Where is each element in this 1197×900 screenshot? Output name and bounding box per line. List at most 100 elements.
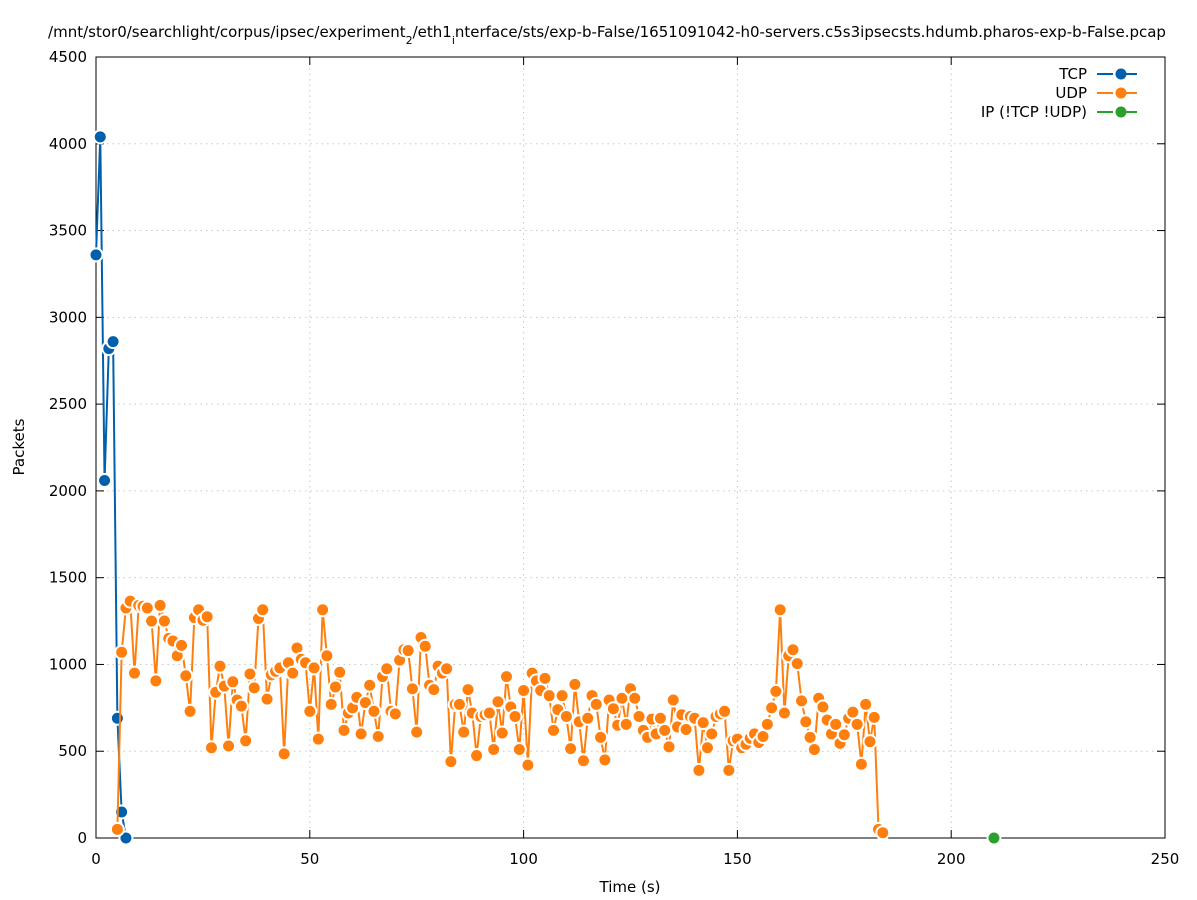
udp-point <box>875 825 891 841</box>
udp-point <box>858 696 874 712</box>
udp-point <box>678 722 694 738</box>
udp-point <box>537 670 553 686</box>
udp-point <box>695 715 711 731</box>
tcp-point <box>109 710 125 726</box>
udp-point <box>567 676 583 692</box>
udp-point <box>246 680 262 696</box>
udp-point <box>605 701 621 717</box>
tcp-point <box>92 129 108 145</box>
udp-point <box>558 709 574 725</box>
udp-point <box>225 674 241 690</box>
udp-point <box>721 762 737 778</box>
tcp-point <box>105 334 121 350</box>
udp-point <box>156 613 172 629</box>
udp-point <box>212 658 228 674</box>
udp-point <box>862 734 878 750</box>
y-tick-label: 2000 <box>49 482 87 500</box>
legend-marker <box>1115 106 1127 118</box>
y-tick-label: 1000 <box>49 655 87 673</box>
udp-point <box>310 731 326 747</box>
udp-point <box>439 661 455 677</box>
udp-point <box>336 722 352 738</box>
y-tick-label: 3000 <box>49 308 87 326</box>
udp-point <box>469 748 485 764</box>
udp-point <box>152 597 168 613</box>
udp-point <box>370 728 386 744</box>
udp-point <box>704 726 720 742</box>
legend-marker <box>1115 68 1127 80</box>
udp-point <box>481 705 497 721</box>
udp-point <box>357 695 373 711</box>
udp-point <box>126 665 142 681</box>
udp-point <box>563 741 579 757</box>
udp-point <box>661 739 677 755</box>
udp-point <box>618 716 634 732</box>
udp-point <box>511 741 527 757</box>
udp-point <box>319 648 335 664</box>
y-tick-label: 1500 <box>49 569 87 587</box>
udp-point <box>456 724 472 740</box>
udp-point <box>580 710 596 726</box>
tcp-point <box>118 830 134 846</box>
y-tick-label: 2500 <box>49 395 87 413</box>
udp-point <box>520 757 536 773</box>
udp-point <box>657 722 673 738</box>
udp-point <box>627 690 643 706</box>
x-tick-label: 150 <box>723 850 752 868</box>
udp-point <box>460 682 476 698</box>
axes: 0 500 1000 1500 2000 2500 3000 3500 4000 4500 0 50 1… <box>49 48 1180 868</box>
udp-point <box>785 642 801 658</box>
udp-point <box>417 638 433 654</box>
udp-point <box>806 741 822 757</box>
udp-point <box>426 682 442 698</box>
udp-point <box>866 709 882 725</box>
udp-point <box>815 699 831 715</box>
tcp-line <box>95 136 127 839</box>
udp-point <box>387 706 403 722</box>
udp-point <box>794 693 810 709</box>
udp-point <box>242 666 258 682</box>
udp-point <box>148 673 164 689</box>
udp-point <box>332 664 348 680</box>
udp-point <box>139 600 155 616</box>
udp-point <box>323 696 339 712</box>
udp-point <box>451 696 467 712</box>
udp-point <box>306 660 322 676</box>
udp-point <box>315 602 331 618</box>
udp-point <box>717 703 733 719</box>
chart-title: /mnt/stor0/searchlight/corpus/ipsec/expe… <box>48 23 1166 47</box>
udp-point <box>802 729 818 745</box>
udp-point <box>109 821 125 837</box>
tcp-point <box>97 472 113 488</box>
legend-label: TCP <box>1058 65 1087 83</box>
legend-label: IP (!TCP !UDP) <box>981 103 1087 121</box>
udp-point <box>631 709 647 725</box>
legend-label: UDP <box>1055 84 1087 102</box>
udp-point <box>276 746 292 762</box>
udp-point <box>554 688 570 704</box>
udp-point <box>588 696 604 712</box>
x-axis-label: Time (s) <box>599 878 661 896</box>
grid <box>96 57 1165 838</box>
udp-point <box>836 727 852 743</box>
udp-point <box>353 726 369 742</box>
udp-point <box>776 705 792 721</box>
udp-point <box>516 682 532 698</box>
udp-point <box>789 656 805 672</box>
y-tick-label: 0 <box>77 829 87 847</box>
udp-point <box>443 754 459 770</box>
x-tick-label: 50 <box>300 850 319 868</box>
udp-point <box>114 644 130 660</box>
y-axis-label: Packets <box>10 418 28 475</box>
udp-point <box>541 688 557 704</box>
udp-point <box>362 677 378 693</box>
udp-point <box>845 704 861 720</box>
udp-point <box>486 741 502 757</box>
udp-point <box>494 725 510 741</box>
udp-point <box>768 683 784 699</box>
ip-point <box>986 830 1002 846</box>
udp-point <box>366 703 382 719</box>
udp-point <box>285 665 301 681</box>
udp-point <box>221 738 237 754</box>
